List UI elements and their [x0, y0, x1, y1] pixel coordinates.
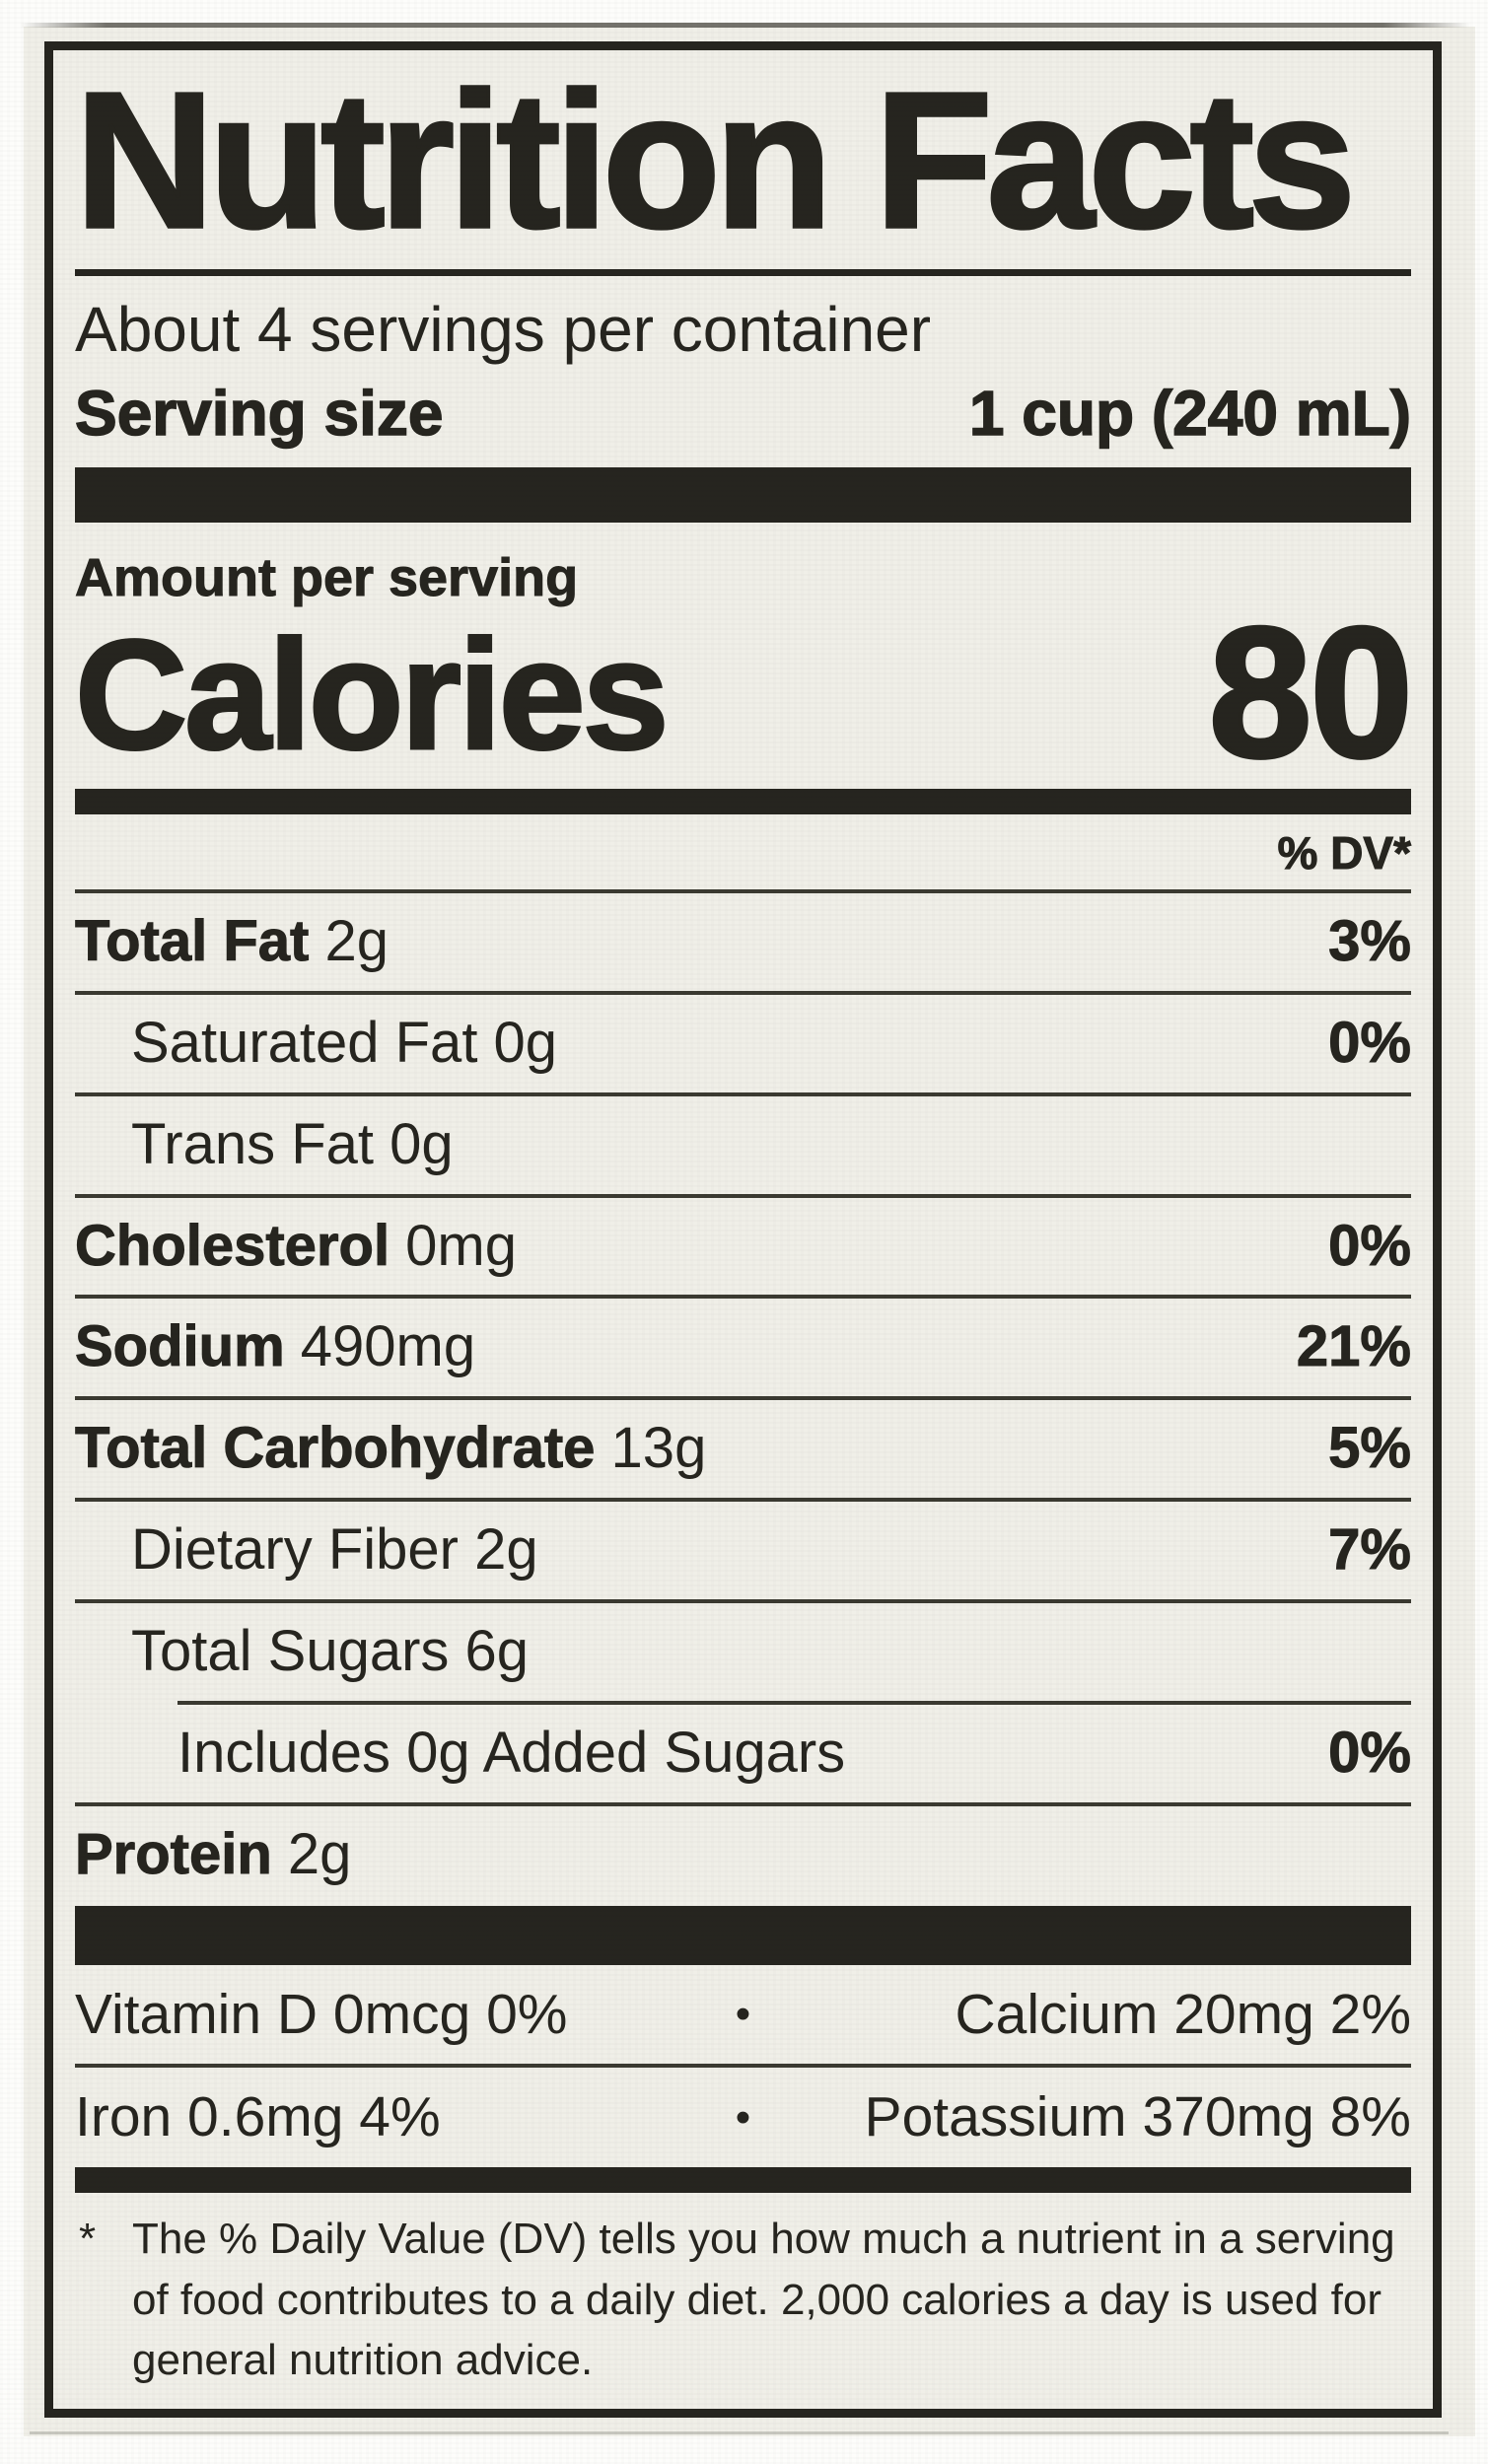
label-bottom-edge — [30, 2431, 1449, 2434]
nutrient-name: Total Sugars — [131, 1619, 450, 1684]
nutrient-name-group: Cholesterol 0mg — [74, 1213, 518, 1278]
row-separator — [75, 1091, 1411, 1096]
nutrient-row: Protein 2g — [75, 1806, 1411, 1904]
nutrient-amount: 6g — [449, 1619, 530, 1684]
calories-value: 80 — [1207, 589, 1415, 797]
nutrient-row: Total Carbohydrate 13g 5% — [74, 1400, 1412, 1498]
row-separator — [75, 1801, 1411, 1806]
nutrient-daily-value: 0% — [1328, 1213, 1412, 1278]
panel-title: Nutrition Facts — [73, 52, 1357, 268]
nutrient-name-group: Sodium 490mg — [75, 1314, 476, 1379]
nutrient-amount: 0mg — [390, 1213, 518, 1278]
micronutrient-left: Vitamin D 0mcg 0% — [75, 1982, 568, 2046]
nutrient-row: Saturated Fat 0g 0% — [75, 995, 1411, 1092]
nutrient-name-group: Trans Fat 0g — [131, 1111, 454, 1176]
nutrient-name: Protein — [75, 1821, 273, 1886]
row-separator — [75, 1295, 1411, 1300]
section-bar-thick — [75, 466, 1411, 523]
footnote: * The % Daily Value (DV) tells you how m… — [75, 2193, 1411, 2391]
section-bar-medium — [75, 788, 1411, 814]
nutrient-row: Total Sugars 6g — [75, 1603, 1411, 1701]
bullet-separator: • — [735, 1989, 751, 2038]
nutrient-name-group: Protein 2g — [75, 1821, 352, 1886]
nutrient-daily-value: 0% — [1328, 1010, 1412, 1075]
row-separator — [75, 2064, 1411, 2069]
nutrient-amount: 0g — [477, 1010, 558, 1075]
nutrient-amount: 2g — [458, 1517, 538, 1583]
nutrient-name-group: Total Sugars 6g — [131, 1619, 530, 1684]
row-separator — [75, 1599, 1411, 1604]
footnote-text: The % Daily Value (DV) tells you how muc… — [132, 2215, 1395, 2385]
nutrient-name: Trans Fat — [131, 1111, 375, 1176]
section-bar-medium — [75, 2167, 1411, 2194]
nutrient-name: Sodium — [75, 1314, 286, 1379]
nutrient-row: Dietary Fiber 2g 7% — [75, 1502, 1411, 1599]
nutrient-name-group: Dietary Fiber 2g — [131, 1517, 538, 1583]
micronutrient-right: Calcium 20mg 2% — [955, 1982, 1411, 2046]
nutrient-name: Total Carbohydrate — [74, 1416, 596, 1481]
label-paper — [24, 27, 1475, 2436]
micronutrient-row: Vitamin D 0mcg 0% • Calcium 20mg 2% — [75, 1965, 1411, 2065]
nutrient-amount: 2g — [271, 1821, 352, 1886]
nutrient-name: Includes 0g Added Sugars — [177, 1720, 846, 1785]
nutrient-name: Dietary Fiber — [131, 1517, 459, 1583]
row-separator — [75, 1498, 1411, 1503]
calories-label: Calories — [74, 607, 672, 782]
nutrient-amount: 13g — [595, 1416, 707, 1481]
nutrient-row: Includes 0g Added Sugars 0% — [75, 1705, 1411, 1802]
section-bar-thick — [75, 1905, 1411, 1965]
nutrient-amount: 0g — [374, 1111, 454, 1176]
micronutrient-rows: Vitamin D 0mcg 0% • Calcium 20mg 2% Iron 0.… — [75, 1965, 1411, 2167]
nutrient-row: Sodium 490mg 21% — [75, 1299, 1412, 1396]
bullet-separator: • — [735, 2092, 751, 2142]
nutrient-daily-value: 21% — [1296, 1314, 1411, 1379]
nutrient-row: Cholesterol 0mg 0% — [74, 1198, 1412, 1296]
nutrient-daily-value: 5% — [1328, 1416, 1412, 1481]
micronutrient-row: Iron 0.6mg 4% • Potassium 370mg 8% — [75, 2068, 1411, 2167]
row-separator — [75, 888, 1411, 893]
micronutrient-right: Potassium 370mg 8% — [864, 2085, 1411, 2149]
nutrient-name-group: Includes 0g Added Sugars — [177, 1720, 846, 1785]
nutrient-row: Total Fat 2g 3% — [74, 893, 1412, 991]
nutrient-name-group: Total Fat 2g — [74, 908, 389, 973]
servings-per-container: About 4 servings per container — [75, 294, 932, 365]
nutrient-name: Cholesterol — [74, 1213, 390, 1278]
row-separator — [177, 1700, 1411, 1705]
nutrient-amount: 490mg — [284, 1314, 476, 1379]
serving-size-row: Serving size 1 cup (240 mL) — [74, 376, 1412, 452]
nutrient-daily-value: 3% — [1328, 908, 1412, 973]
row-separator — [75, 1396, 1411, 1401]
row-separator — [75, 1193, 1411, 1198]
label-top-edge — [20, 23, 1470, 28]
nutrient-name: Saturated Fat — [131, 1010, 478, 1075]
nutrient-row: Trans Fat 0g — [75, 1096, 1411, 1194]
serving-size-value: 1 cup (240 mL) — [968, 377, 1412, 449]
daily-value-column-header: % DV* — [1277, 826, 1411, 879]
nutrient-name-group: Total Carbohydrate 13g — [74, 1416, 707, 1481]
footnote-marker: * — [79, 2215, 97, 2264]
row-separator — [75, 990, 1411, 995]
nutrition-facts-panel: Nutrition Facts About 4 servings per con… — [44, 41, 1442, 2418]
calories-row: Calories 80 — [74, 589, 1416, 797]
title-rule — [75, 269, 1411, 276]
nutrient-rows: Total Fat 2g 3% Saturated Fat 0g 0% Trans Fa… — [74, 893, 1412, 1904]
nutrient-daily-value: 0% — [1328, 1720, 1412, 1785]
nutrient-amount: 2g — [309, 908, 389, 973]
nutrient-daily-value: 7% — [1328, 1517, 1412, 1583]
nutrient-name-group: Saturated Fat 0g — [131, 1010, 558, 1075]
amount-per-serving-label: Amount per serving — [75, 547, 579, 607]
serving-size-label: Serving size — [74, 377, 444, 449]
micronutrient-left: Iron 0.6mg 4% — [75, 2085, 441, 2149]
nutrient-name: Total Fat — [74, 908, 310, 973]
